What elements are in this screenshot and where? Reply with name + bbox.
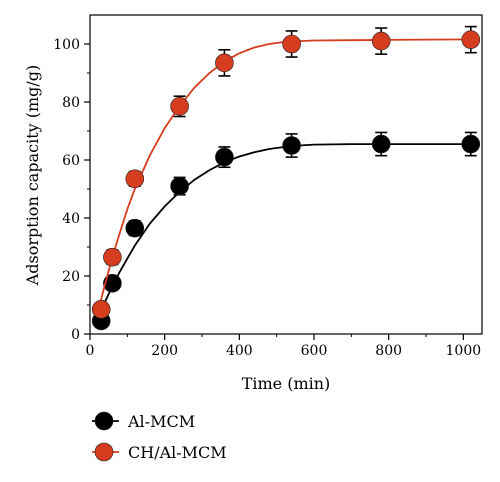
data-point (170, 97, 189, 116)
data-point (103, 247, 122, 267)
legend-marker (94, 411, 114, 431)
x-tick-label: 0 (86, 343, 95, 359)
y-tick-label: 20 (62, 269, 80, 285)
y-tick-label: 40 (62, 211, 80, 227)
data-point (282, 136, 301, 155)
data-point (91, 300, 111, 319)
data-point (125, 169, 145, 189)
plot-area (91, 25, 481, 331)
x-tick-label: 600 (301, 343, 328, 359)
legend: Al-MCM CH/Al-MCM (92, 411, 227, 462)
x-tick-label: 400 (226, 343, 253, 359)
data-point (125, 218, 145, 238)
legend-entry: Al-MCM (92, 411, 195, 431)
data-point (215, 53, 234, 73)
data-point (461, 30, 481, 49)
data-point (215, 147, 234, 167)
x-axis-title: Time (min) (242, 374, 331, 393)
x-tick-label: 200 (151, 343, 178, 359)
legend-marker (94, 442, 114, 462)
data-point (371, 31, 391, 51)
y-axis-title: Adsorption capacity (mg/g) (23, 65, 42, 287)
y-tick-label: 60 (62, 153, 80, 169)
legend-entry: CH/Al-MCM (92, 442, 227, 462)
series-ch-al-mcm (91, 25, 481, 319)
data-point (371, 134, 391, 154)
data-point (170, 176, 189, 196)
y-tick-label: 80 (62, 95, 80, 111)
x-tick-label: 800 (375, 343, 402, 359)
legend-label: Al-MCM (127, 412, 195, 431)
series-fit-line (96, 143, 471, 319)
data-point (103, 273, 122, 293)
plot-frame (89, 14, 483, 335)
x-tick-label: 1000 (446, 343, 482, 359)
series-fit-line (96, 38, 471, 314)
y-tick-label: 100 (53, 37, 80, 53)
axes: 0 200 400 600 800 1000 0 20 40 60 80 100 (53, 14, 483, 359)
legend-label: CH/Al-MCM (128, 443, 227, 462)
data-point (461, 134, 481, 154)
y-tick-label: 0 (71, 327, 80, 343)
series-al-mcm (91, 131, 481, 331)
data-point (282, 34, 301, 54)
